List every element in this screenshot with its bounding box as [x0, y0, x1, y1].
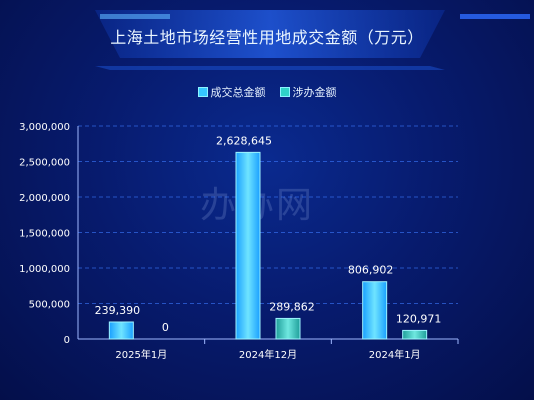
legend-swatch-series1	[197, 87, 208, 97]
y-tick-label: 1,500,000	[19, 229, 70, 240]
legend-label-series1: 成交总金额	[210, 86, 266, 99]
title-banner	[95, 10, 530, 70]
legend: 成交总金额 涉办金额	[0, 84, 534, 100]
y-tick-label: 0	[64, 335, 70, 346]
y-tick-label: 500,000	[29, 300, 70, 311]
data-label: 2,628,645	[216, 134, 272, 147]
legend-swatch-series2	[279, 87, 290, 97]
y-tick-label: 2,000,000	[19, 193, 70, 204]
data-label: 120,971	[396, 312, 442, 325]
x-tick-label: 2024年1月	[369, 348, 421, 361]
chart-title: 上海土地市场经营性用地成交金额（万元）	[110, 28, 424, 47]
y-tick-label: 3,000,000	[19, 122, 70, 133]
legend-item-series1: 成交总金额	[197, 84, 266, 100]
bar-involved	[402, 329, 428, 340]
x-tick-label: 2025年1月	[115, 348, 167, 361]
data-label: 239,390	[95, 304, 141, 317]
data-label: 0	[162, 321, 169, 334]
legend-item-series2: 涉办金额	[279, 84, 337, 100]
x-tick-label: 2024年12月	[239, 348, 297, 361]
y-tick-label: 1,000,000	[19, 264, 70, 275]
bar-involved	[275, 317, 301, 340]
bar-total	[108, 321, 134, 340]
bar-total	[235, 151, 261, 340]
data-label: 806,902	[348, 264, 394, 277]
y-tick-label: 2,500,000	[19, 158, 70, 169]
data-label: 289,862	[269, 300, 315, 313]
legend-label-series2: 涉办金额	[292, 86, 337, 99]
bar-total	[362, 281, 388, 340]
